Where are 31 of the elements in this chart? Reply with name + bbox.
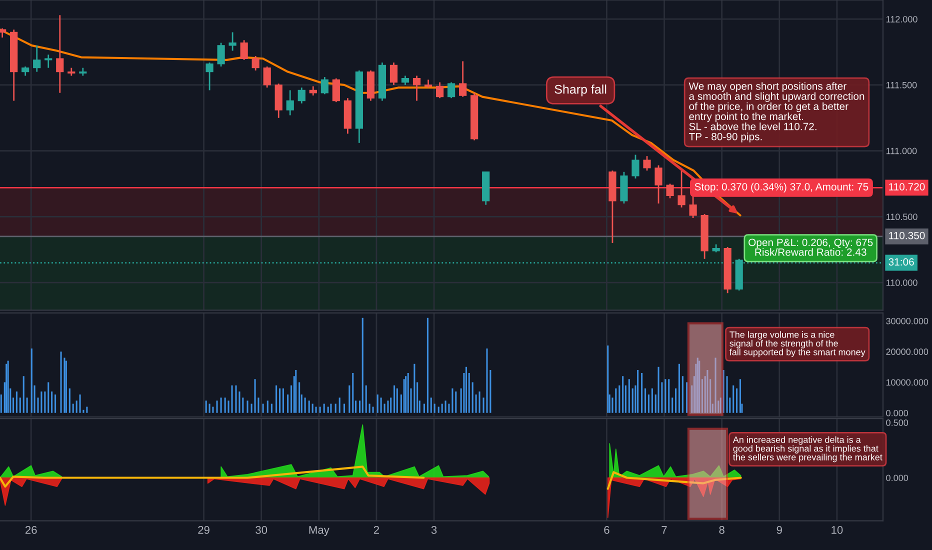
- annotation: An increased negative delta is a good bearish signal as it implies that the sellers were prevailing the market: [732, 436, 882, 462]
- y-tick-label: 0.000: [886, 410, 908, 416]
- annotation: We may open short positions after a smooth and slight upward correction of the price, in order to get a better entry point to the market. SL - above the level 110.72. TP - 80-90 pips.: [688, 82, 864, 142]
- x-tick-label: 2: [374, 526, 379, 534]
- annotation: Stop: 0.370 (0.34%) 37.0, Amount: 75: [694, 182, 868, 193]
- y-tick-label: 0.000: [886, 474, 908, 482]
- y-tick-label: 111.500: [886, 82, 917, 88]
- y-tick-label: 30000.000: [886, 318, 928, 324]
- x-tick-label: 6: [604, 526, 610, 534]
- ref-line-label: 110.720: [889, 183, 925, 190]
- annotation: The large volume is a nice signal of the strength of the fall supported by the smart money: [729, 331, 866, 358]
- x-tick-label: 8: [719, 526, 724, 534]
- x-tick-label: 10: [832, 526, 843, 534]
- x-tick-label: 7: [662, 526, 667, 534]
- x-tick-label: 26: [25, 526, 37, 534]
- x-tick-label: 29: [198, 526, 210, 534]
- annotation: Sharp fall: [554, 84, 606, 96]
- x-tick-label: May: [309, 526, 330, 536]
- y-tick-label: 20000.000: [886, 348, 928, 355]
- x-tick-label: 9: [776, 526, 782, 534]
- y-tick-label: 112.000: [886, 16, 918, 22]
- y-tick-label: 0.500: [886, 419, 908, 426]
- x-tick-label: 3: [431, 526, 437, 534]
- y-tick-label: 111.000: [886, 148, 917, 154]
- y-tick-label: 110.000: [886, 280, 918, 286]
- y-tick-label: 10000.000: [886, 379, 928, 386]
- ref-line-label: 110.350: [889, 232, 925, 240]
- annotation: 31:06: [888, 258, 914, 266]
- annotation: Open P&L: 0.206, Qty: 675 Risk/Reward Ratio: 2.43: [748, 238, 873, 256]
- x-tick-label: 30: [256, 526, 268, 534]
- y-tick-label: 110.500: [886, 214, 918, 220]
